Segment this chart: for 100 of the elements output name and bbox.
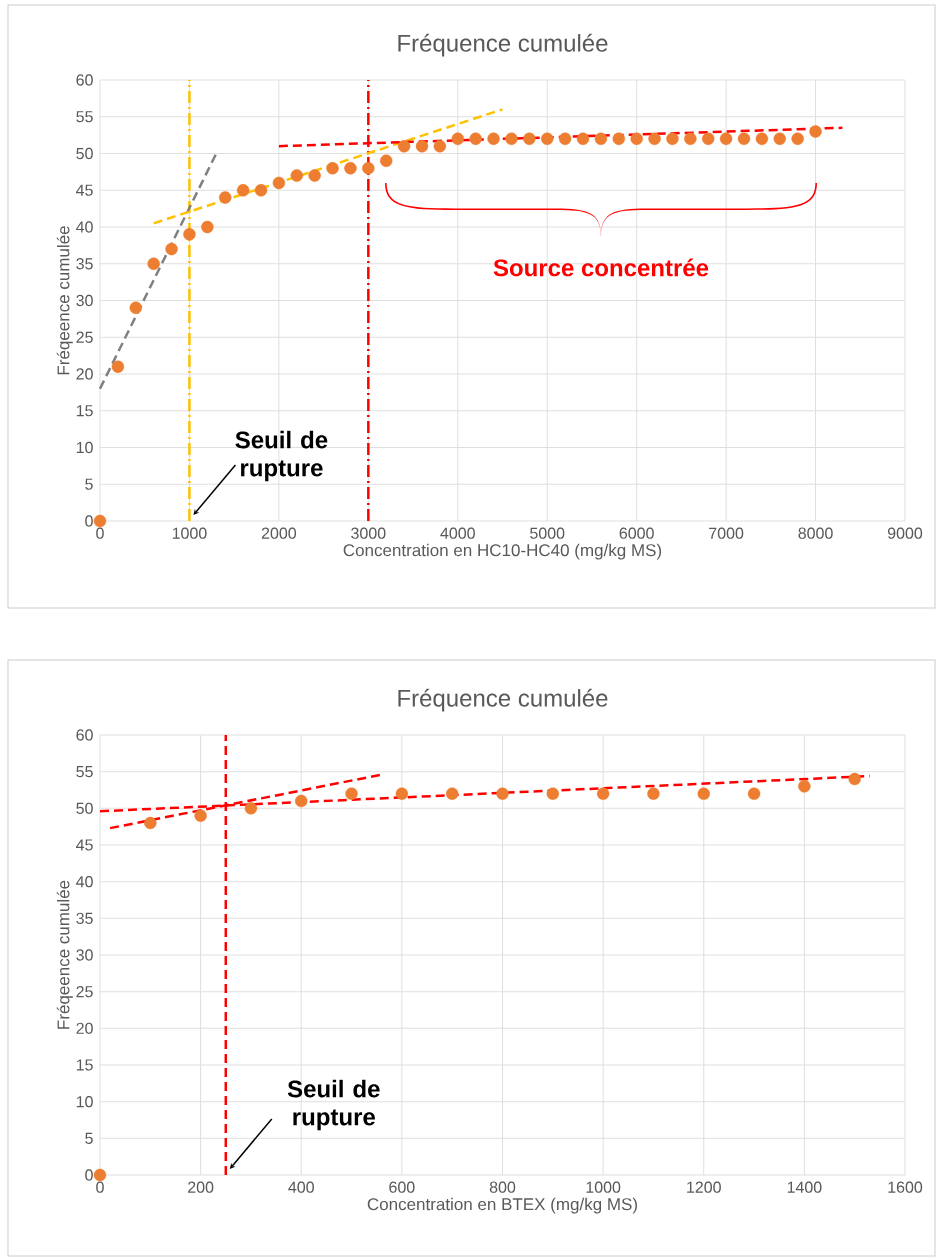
point	[558, 132, 572, 145]
point	[326, 162, 339, 175]
point	[445, 787, 459, 800]
y-tick-label: 40	[76, 876, 93, 888]
point	[219, 191, 232, 204]
x-tick-label: 9000	[887, 527, 923, 539]
point	[630, 132, 643, 145]
point	[295, 794, 308, 808]
point	[469, 132, 482, 145]
point	[362, 162, 375, 175]
x-tick-label: 1000	[586, 1181, 621, 1193]
point	[719, 132, 733, 145]
point	[747, 787, 761, 800]
y-tick-label: 45	[76, 839, 93, 851]
point	[697, 787, 710, 800]
point	[684, 132, 697, 145]
point	[791, 132, 804, 145]
point	[236, 184, 250, 197]
chart-title: Fréquence cumulée	[398, 33, 608, 57]
point	[194, 809, 207, 822]
point	[546, 787, 560, 800]
y-tick-label: 50	[76, 802, 93, 814]
y-tick-label: 15	[76, 1059, 93, 1071]
annotation: Source concentrée	[493, 258, 709, 277]
x-tick-label: 1600	[888, 1181, 923, 1193]
x-tick-label: 600	[389, 1181, 415, 1193]
point	[395, 787, 409, 800]
point	[183, 228, 196, 241]
x-tick-label: 3000	[351, 527, 386, 539]
point	[93, 1168, 107, 1182]
y-axis-title: Fréqeence cumulée	[56, 226, 73, 375]
point	[290, 169, 303, 182]
point	[111, 360, 125, 373]
y-tick-label: 20	[76, 1022, 93, 1034]
x-tick-label: 1200	[687, 1181, 721, 1193]
y-tick-label: 55	[76, 111, 93, 123]
point	[415, 139, 429, 153]
x-tick-label: 2000	[261, 527, 297, 539]
point	[254, 184, 268, 197]
y-tick-label: 30	[76, 949, 93, 961]
x-tick-label: 7000	[709, 527, 744, 539]
y-tick-label: 60	[76, 74, 93, 86]
point	[201, 220, 214, 234]
y-tick-label: 30	[76, 294, 93, 307]
y-tick-label: 60	[76, 729, 93, 741]
point	[596, 787, 610, 800]
y-tick-label: 40	[76, 221, 93, 233]
point	[147, 257, 160, 270]
point	[244, 802, 258, 815]
y-tick-label: 35	[76, 258, 93, 270]
point	[755, 132, 769, 145]
y-tick-label: 55	[76, 766, 93, 778]
x-tick-label: 8000	[798, 527, 833, 539]
x-tick-label: 1000	[172, 527, 207, 539]
point	[380, 154, 393, 168]
x-axis-title: Concentration en HC10-HC40 (mg/kg MS)	[343, 543, 662, 560]
point	[344, 162, 357, 175]
point	[848, 772, 861, 786]
point	[612, 132, 625, 145]
point	[523, 132, 536, 145]
point	[666, 132, 679, 145]
point	[397, 139, 411, 153]
y-tick-label: 20	[76, 368, 93, 380]
point	[93, 514, 107, 528]
y-tick-label: 0	[85, 515, 93, 527]
point	[345, 787, 358, 800]
point	[773, 132, 786, 145]
point	[594, 132, 608, 145]
annotation: Seuil de rupture	[287, 1079, 380, 1131]
x-tick-label: 1400	[787, 1181, 822, 1193]
x-tick-label: 6000	[619, 527, 654, 539]
point	[647, 787, 660, 800]
point	[576, 132, 590, 145]
x-tick-label: 0	[96, 1181, 104, 1193]
point	[451, 132, 464, 145]
x-tick-label: 400	[288, 1181, 314, 1193]
point	[487, 132, 500, 145]
y-tick-label: 25	[76, 986, 93, 998]
point	[129, 301, 142, 315]
x-tick-label: 800	[489, 1181, 516, 1193]
y-tick-label: 5	[85, 1132, 93, 1144]
point	[798, 780, 811, 793]
y-tick-label: 35	[76, 912, 93, 924]
point	[809, 125, 822, 138]
point	[308, 169, 321, 182]
point	[165, 242, 178, 256]
x-tick-label: 4000	[440, 527, 475, 539]
x-tick-label: 200	[188, 1181, 214, 1193]
x-tick-label: 0	[96, 527, 104, 539]
point	[433, 139, 447, 153]
x-axis-title: Concentration en BTEX (mg/kg MS)	[367, 1197, 637, 1214]
chart-title: Fréquence cumulée	[398, 688, 608, 712]
y-tick-label: 5	[85, 478, 93, 490]
y-axis-title: Fréqeence cumulée	[56, 880, 73, 1029]
point	[505, 132, 518, 145]
point	[496, 787, 509, 800]
point	[541, 132, 554, 145]
point	[144, 816, 157, 830]
y-tick-label: 25	[76, 331, 93, 343]
y-tick-label: 45	[76, 184, 93, 196]
